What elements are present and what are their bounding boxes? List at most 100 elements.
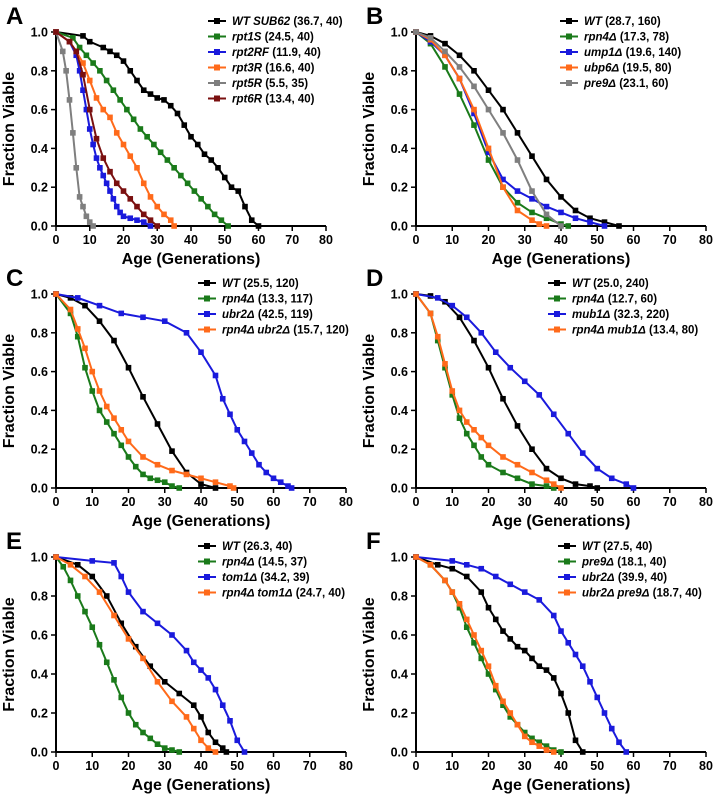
data-point: [67, 562, 74, 568]
data-point: [543, 743, 550, 749]
series-line-2: [55, 556, 246, 753]
data-point: [478, 454, 485, 460]
legend-series-stats: (23.1, 60): [616, 78, 669, 90]
data-point: [543, 465, 550, 472]
data-point: [601, 219, 608, 225]
data-point: [529, 481, 535, 487]
y-axis-title: Fraction Viable: [361, 334, 378, 449]
legend-series-name: WT: [572, 278, 591, 290]
data-point: [514, 207, 521, 214]
data-point: [471, 442, 477, 449]
data-point: [82, 364, 88, 371]
data-point: [120, 58, 127, 64]
data-point: [608, 725, 615, 732]
data-point: [154, 679, 161, 685]
legend-label: pre9Δ (18.1, 40): [581, 557, 667, 569]
legend-series-name: rpn4Δ mub1Δ: [572, 325, 646, 337]
data-point: [212, 749, 219, 755]
data-point: [176, 690, 183, 697]
data-point: [529, 446, 535, 452]
data-point: [86, 126, 93, 132]
data-point: [140, 655, 146, 662]
data-point: [205, 203, 211, 210]
data-point: [485, 145, 492, 152]
legend-label: ubr2Δ pre9Δ (18.7, 40): [582, 588, 702, 600]
x-tick-label: 20: [482, 495, 496, 509]
legend-marker: [564, 558, 570, 565]
legend-marker: [204, 280, 210, 286]
series-line-2: [55, 31, 152, 227]
data-point: [74, 562, 81, 568]
y-tick-label: 1.0: [391, 288, 408, 302]
data-point: [201, 151, 208, 158]
y-tick-label: 0.4: [391, 404, 408, 418]
data-point: [550, 612, 557, 619]
data-point: [623, 749, 630, 755]
data-point: [463, 573, 470, 580]
data-point: [471, 427, 477, 433]
data-point: [485, 663, 492, 669]
data-point: [529, 196, 535, 202]
data-point: [558, 223, 564, 229]
data-point: [558, 209, 564, 216]
data-point: [500, 628, 506, 634]
data-point: [154, 421, 161, 427]
data-point: [456, 407, 463, 414]
data-point: [219, 745, 226, 751]
y-tick-label: 0.8: [31, 326, 48, 340]
data-point: [111, 430, 117, 437]
data-point: [82, 302, 88, 309]
data-point: [478, 647, 485, 654]
data-point: [169, 467, 175, 474]
legend-label: rpn4Δ (13.3, 117): [222, 294, 313, 306]
data-point: [147, 475, 154, 482]
y-tick-label: 0.0: [31, 220, 48, 234]
data-point: [125, 454, 132, 460]
data-point: [288, 485, 295, 491]
legend-series-name: rpt1S: [232, 32, 262, 44]
data-point: [558, 475, 564, 482]
data-point: [478, 434, 485, 441]
x-tick-label: 60: [627, 233, 641, 247]
data-point: [80, 33, 86, 39]
x-tick-label: 70: [663, 759, 677, 773]
data-point: [147, 735, 154, 742]
data-point: [434, 333, 441, 340]
data-point: [485, 364, 492, 371]
data-point: [285, 483, 291, 489]
data-point: [485, 157, 492, 163]
data-point: [230, 485, 237, 491]
data-point: [118, 310, 125, 317]
data-point: [74, 333, 81, 340]
data-point: [456, 601, 463, 607]
legend-label: ubp6Δ (19.5, 80): [584, 63, 672, 75]
panel-label: A: [6, 3, 23, 30]
y-axis-title: Fraction Viable: [361, 72, 378, 187]
data-point: [161, 479, 168, 485]
legend-label: rpn4Δ (14.5, 37): [222, 557, 307, 569]
data-point: [543, 203, 550, 210]
data-point: [485, 442, 492, 449]
legend-series-stats: (12.7, 60): [605, 294, 658, 306]
legend-series-stats: (11.9, 40): [269, 47, 321, 59]
data-point: [536, 739, 543, 746]
x-tick-label: 60: [267, 759, 281, 773]
series-line-1: [55, 293, 180, 489]
data-point: [514, 643, 521, 650]
legend-series-name: tom1Δ: [222, 572, 257, 584]
data-point: [167, 102, 174, 109]
data-point: [107, 48, 113, 55]
data-point: [594, 485, 601, 491]
data-point: [594, 694, 601, 701]
legend-label: rpn4Δ mub1Δ (13.4, 80): [572, 325, 698, 337]
data-point: [529, 153, 535, 159]
data-point: [73, 165, 80, 171]
data-point: [212, 372, 219, 379]
data-point: [167, 217, 174, 223]
data-point: [96, 302, 103, 309]
y-tick-label: 0.2: [31, 443, 48, 457]
data-point: [565, 710, 572, 716]
data-point: [59, 48, 66, 55]
data-point: [255, 223, 262, 229]
data-point: [471, 68, 477, 74]
